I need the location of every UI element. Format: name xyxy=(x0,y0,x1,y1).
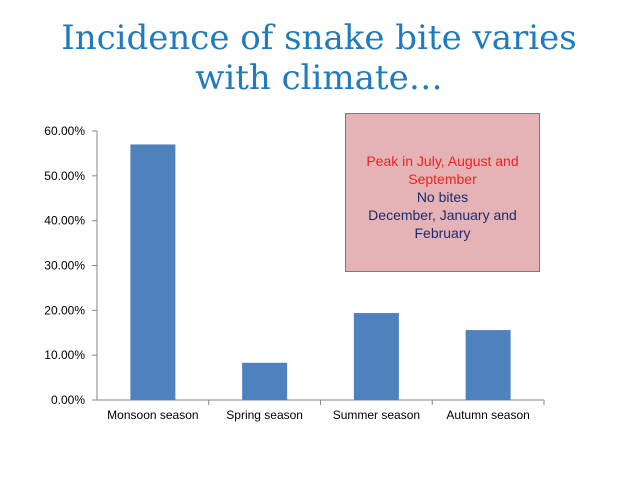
slide-title: Incidence of snake bite varies with clim… xyxy=(0,18,638,98)
bar-monsoon-season xyxy=(130,144,176,400)
x-tick-label: Monsoon season xyxy=(107,408,198,422)
x-tick-label: Autumn season xyxy=(446,408,529,422)
bar-spring-season xyxy=(242,362,288,400)
y-tick-label: 20.00% xyxy=(44,303,85,317)
x-tick-label: Spring season xyxy=(226,408,303,422)
callout-line-1: Peak in July, August and xyxy=(366,153,519,169)
y-tick-label: 10.00% xyxy=(44,348,85,362)
y-tick-label: 50.00% xyxy=(44,169,85,183)
y-tick-label: 40.00% xyxy=(44,214,85,228)
callout-line-4: December, January and xyxy=(368,207,517,223)
bar-summer-season xyxy=(353,313,399,400)
callout-line-3: No bites xyxy=(416,189,469,205)
y-tick-label: 0.00% xyxy=(51,393,85,407)
callout-line-5: February xyxy=(414,225,471,241)
callout-box: Peak in July, August and September No bi… xyxy=(345,113,540,272)
y-tick-label: 60.00% xyxy=(44,124,85,138)
slide-title-line-1: Incidence of snake bite varies xyxy=(61,18,577,58)
slide-title-line-2: with climate… xyxy=(195,58,443,98)
bar-autumn-season xyxy=(465,330,511,400)
y-tick-label: 30.00% xyxy=(44,259,85,273)
callout-line-2: September xyxy=(408,171,477,187)
x-tick-label: Summer season xyxy=(333,408,420,422)
